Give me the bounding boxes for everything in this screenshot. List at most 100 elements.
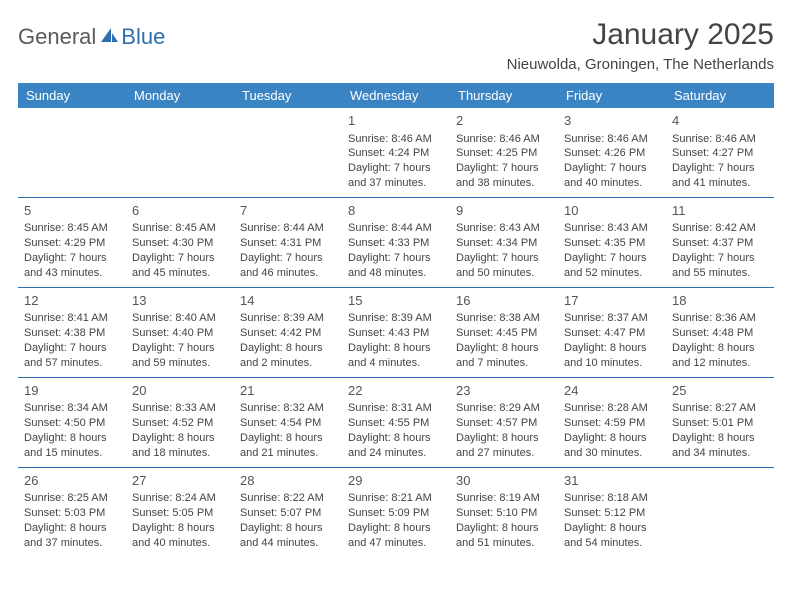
day-header: Saturday bbox=[666, 83, 774, 108]
sunrise-line: Sunrise: 8:43 AM bbox=[456, 221, 552, 236]
sunrise-line: Sunrise: 8:24 AM bbox=[132, 491, 228, 506]
calendar-cell bbox=[18, 108, 126, 197]
sunset-line: Sunset: 4:30 PM bbox=[132, 236, 228, 251]
day-number: 4 bbox=[672, 112, 768, 130]
sunrise-line: Sunrise: 8:21 AM bbox=[348, 491, 444, 506]
day-header: Monday bbox=[126, 83, 234, 108]
sunset-line: Sunset: 5:07 PM bbox=[240, 506, 336, 521]
sunrise-line: Sunrise: 8:44 AM bbox=[240, 221, 336, 236]
sunset-line: Sunset: 5:03 PM bbox=[24, 506, 120, 521]
daylight-line: Daylight: 8 hours and 34 minutes. bbox=[672, 431, 768, 461]
calendar-week: 19Sunrise: 8:34 AMSunset: 4:50 PMDayligh… bbox=[18, 377, 774, 467]
daylight-line: Daylight: 8 hours and 51 minutes. bbox=[456, 521, 552, 551]
daylight-line: Daylight: 7 hours and 38 minutes. bbox=[456, 161, 552, 191]
calendar-cell: 9Sunrise: 8:43 AMSunset: 4:34 PMDaylight… bbox=[450, 197, 558, 287]
calendar-cell: 2Sunrise: 8:46 AMSunset: 4:25 PMDaylight… bbox=[450, 108, 558, 197]
location: Nieuwolda, Groningen, The Netherlands bbox=[507, 56, 774, 73]
calendar-cell: 28Sunrise: 8:22 AMSunset: 5:07 PMDayligh… bbox=[234, 467, 342, 556]
title-block: January 2025 Nieuwolda, Groningen, The N… bbox=[507, 18, 774, 73]
calendar-cell bbox=[234, 108, 342, 197]
logo-text-general: General bbox=[18, 24, 96, 50]
day-number: 28 bbox=[240, 472, 336, 490]
day-number: 26 bbox=[24, 472, 120, 490]
daylight-line: Daylight: 8 hours and 27 minutes. bbox=[456, 431, 552, 461]
sunset-line: Sunset: 4:48 PM bbox=[672, 326, 768, 341]
calendar-week: 26Sunrise: 8:25 AMSunset: 5:03 PMDayligh… bbox=[18, 467, 774, 556]
daylight-line: Daylight: 8 hours and 12 minutes. bbox=[672, 341, 768, 371]
calendar-week: 5Sunrise: 8:45 AMSunset: 4:29 PMDaylight… bbox=[18, 197, 774, 287]
daylight-line: Daylight: 7 hours and 55 minutes. bbox=[672, 251, 768, 281]
day-number: 30 bbox=[456, 472, 552, 490]
day-number: 15 bbox=[348, 292, 444, 310]
sunset-line: Sunset: 4:52 PM bbox=[132, 416, 228, 431]
logo-text-blue: Blue bbox=[121, 24, 165, 50]
calendar-cell: 11Sunrise: 8:42 AMSunset: 4:37 PMDayligh… bbox=[666, 197, 774, 287]
calendar-cell: 14Sunrise: 8:39 AMSunset: 4:42 PMDayligh… bbox=[234, 287, 342, 377]
calendar-cell: 29Sunrise: 8:21 AMSunset: 5:09 PMDayligh… bbox=[342, 467, 450, 556]
sunrise-line: Sunrise: 8:32 AM bbox=[240, 401, 336, 416]
sunrise-line: Sunrise: 8:40 AM bbox=[132, 311, 228, 326]
sunset-line: Sunset: 4:45 PM bbox=[456, 326, 552, 341]
sunrise-line: Sunrise: 8:45 AM bbox=[132, 221, 228, 236]
daylight-line: Daylight: 8 hours and 2 minutes. bbox=[240, 341, 336, 371]
sunrise-line: Sunrise: 8:46 AM bbox=[672, 132, 768, 147]
sunrise-line: Sunrise: 8:41 AM bbox=[24, 311, 120, 326]
calendar-table: SundayMondayTuesdayWednesdayThursdayFrid… bbox=[18, 83, 774, 557]
calendar-cell: 6Sunrise: 8:45 AMSunset: 4:30 PMDaylight… bbox=[126, 197, 234, 287]
day-number: 20 bbox=[132, 382, 228, 400]
daylight-line: Daylight: 8 hours and 54 minutes. bbox=[564, 521, 660, 551]
day-header: Wednesday bbox=[342, 83, 450, 108]
sunset-line: Sunset: 4:27 PM bbox=[672, 146, 768, 161]
sunset-line: Sunset: 4:33 PM bbox=[348, 236, 444, 251]
day-number: 3 bbox=[564, 112, 660, 130]
daylight-line: Daylight: 7 hours and 48 minutes. bbox=[348, 251, 444, 281]
calendar-cell: 25Sunrise: 8:27 AMSunset: 5:01 PMDayligh… bbox=[666, 377, 774, 467]
calendar-cell: 10Sunrise: 8:43 AMSunset: 4:35 PMDayligh… bbox=[558, 197, 666, 287]
day-number: 7 bbox=[240, 202, 336, 220]
day-number: 16 bbox=[456, 292, 552, 310]
day-number: 31 bbox=[564, 472, 660, 490]
day-number: 1 bbox=[348, 112, 444, 130]
day-number: 18 bbox=[672, 292, 768, 310]
day-number: 8 bbox=[348, 202, 444, 220]
sunset-line: Sunset: 4:50 PM bbox=[24, 416, 120, 431]
calendar-cell: 19Sunrise: 8:34 AMSunset: 4:50 PMDayligh… bbox=[18, 377, 126, 467]
daylight-line: Daylight: 8 hours and 18 minutes. bbox=[132, 431, 228, 461]
sunrise-line: Sunrise: 8:46 AM bbox=[348, 132, 444, 147]
daylight-line: Daylight: 7 hours and 57 minutes. bbox=[24, 341, 120, 371]
calendar-cell: 30Sunrise: 8:19 AMSunset: 5:10 PMDayligh… bbox=[450, 467, 558, 556]
day-number: 19 bbox=[24, 382, 120, 400]
sunrise-line: Sunrise: 8:33 AM bbox=[132, 401, 228, 416]
sunset-line: Sunset: 4:34 PM bbox=[456, 236, 552, 251]
header: General Blue January 2025 Nieuwolda, Gro… bbox=[18, 18, 774, 73]
sunrise-line: Sunrise: 8:36 AM bbox=[672, 311, 768, 326]
sunset-line: Sunset: 5:12 PM bbox=[564, 506, 660, 521]
sunset-line: Sunset: 4:38 PM bbox=[24, 326, 120, 341]
sunrise-line: Sunrise: 8:39 AM bbox=[348, 311, 444, 326]
sunset-line: Sunset: 4:42 PM bbox=[240, 326, 336, 341]
calendar-cell: 26Sunrise: 8:25 AMSunset: 5:03 PMDayligh… bbox=[18, 467, 126, 556]
sunrise-line: Sunrise: 8:42 AM bbox=[672, 221, 768, 236]
day-number: 11 bbox=[672, 202, 768, 220]
sunrise-line: Sunrise: 8:18 AM bbox=[564, 491, 660, 506]
sunrise-line: Sunrise: 8:31 AM bbox=[348, 401, 444, 416]
calendar-cell: 15Sunrise: 8:39 AMSunset: 4:43 PMDayligh… bbox=[342, 287, 450, 377]
daylight-line: Daylight: 8 hours and 47 minutes. bbox=[348, 521, 444, 551]
sunset-line: Sunset: 4:35 PM bbox=[564, 236, 660, 251]
sunrise-line: Sunrise: 8:43 AM bbox=[564, 221, 660, 236]
day-number: 27 bbox=[132, 472, 228, 490]
day-number: 22 bbox=[348, 382, 444, 400]
sunset-line: Sunset: 4:59 PM bbox=[564, 416, 660, 431]
daylight-line: Daylight: 7 hours and 40 minutes. bbox=[564, 161, 660, 191]
day-number: 5 bbox=[24, 202, 120, 220]
sunrise-line: Sunrise: 8:19 AM bbox=[456, 491, 552, 506]
day-number: 14 bbox=[240, 292, 336, 310]
day-number: 9 bbox=[456, 202, 552, 220]
calendar-cell: 20Sunrise: 8:33 AMSunset: 4:52 PMDayligh… bbox=[126, 377, 234, 467]
calendar-week: 12Sunrise: 8:41 AMSunset: 4:38 PMDayligh… bbox=[18, 287, 774, 377]
daylight-line: Daylight: 7 hours and 50 minutes. bbox=[456, 251, 552, 281]
sunset-line: Sunset: 4:55 PM bbox=[348, 416, 444, 431]
calendar-cell: 8Sunrise: 8:44 AMSunset: 4:33 PMDaylight… bbox=[342, 197, 450, 287]
calendar-cell: 3Sunrise: 8:46 AMSunset: 4:26 PMDaylight… bbox=[558, 108, 666, 197]
day-number: 29 bbox=[348, 472, 444, 490]
